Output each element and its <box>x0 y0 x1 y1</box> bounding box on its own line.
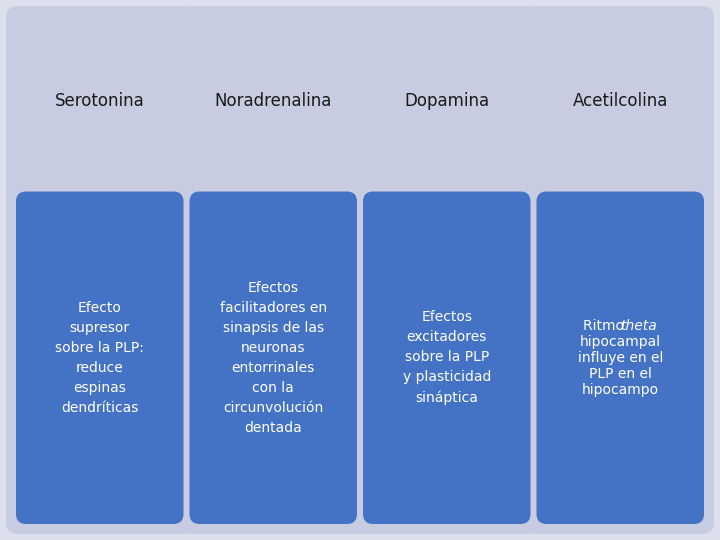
Text: influye en el: influye en el <box>577 351 663 364</box>
Text: Efectos
excitadores
sobre la PLP
y plasticidad
sináptica: Efectos excitadores sobre la PLP y plast… <box>402 310 491 405</box>
Text: Acetilcolina: Acetilcolina <box>572 92 668 110</box>
Text: theta: theta <box>620 319 657 333</box>
FancyBboxPatch shape <box>189 192 357 524</box>
FancyBboxPatch shape <box>353 6 541 534</box>
Text: Serotonina: Serotonina <box>55 92 145 110</box>
Text: Efectos
facilitadores en
sinapsis de las
neuronas
entorrinales
con la
circunvolu: Efectos facilitadores en sinapsis de las… <box>220 281 327 435</box>
FancyBboxPatch shape <box>6 6 194 534</box>
Text: PLP en el: PLP en el <box>589 367 652 381</box>
FancyBboxPatch shape <box>526 6 714 534</box>
FancyBboxPatch shape <box>179 6 367 534</box>
Text: Ritmo: Ritmo <box>583 319 629 333</box>
Text: Efecto
supresor
sobre la PLP:
reduce
espinas
dendríticas: Efecto supresor sobre la PLP: reduce esp… <box>55 301 144 415</box>
Text: Dopamina: Dopamina <box>404 92 490 110</box>
FancyBboxPatch shape <box>16 192 184 524</box>
Text: Noradrenalina: Noradrenalina <box>215 92 332 110</box>
FancyBboxPatch shape <box>363 192 531 524</box>
FancyBboxPatch shape <box>536 192 704 524</box>
Text: hipocampo: hipocampo <box>582 383 659 397</box>
Text: hipocampal: hipocampal <box>580 335 661 349</box>
